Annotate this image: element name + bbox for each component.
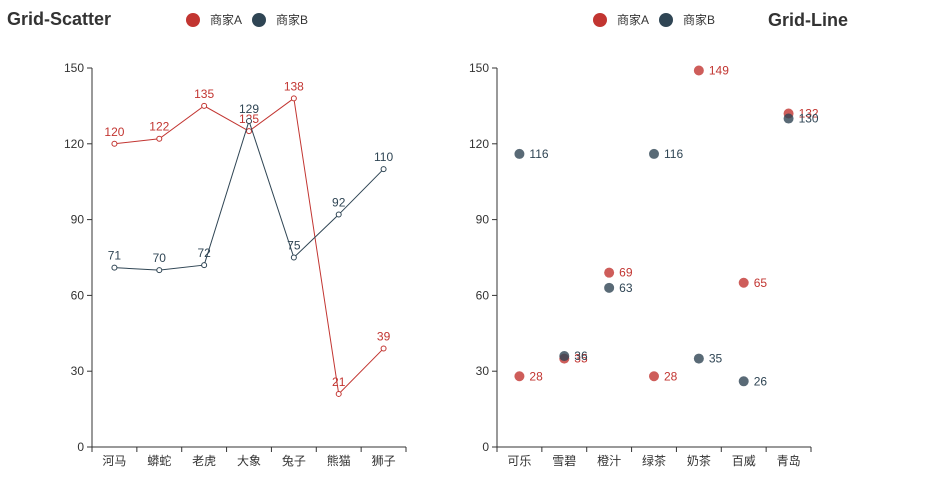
y-tick-label: 120 bbox=[64, 137, 84, 151]
y-tick-label: 30 bbox=[71, 364, 85, 378]
legend-label: 商家A bbox=[617, 13, 650, 27]
data-label: 122 bbox=[149, 120, 169, 134]
legend-dot-icon bbox=[186, 12, 200, 27]
data-point[interactable] bbox=[111, 264, 118, 271]
x-tick-label: 大象 bbox=[237, 454, 261, 468]
scatter-point[interactable] bbox=[649, 371, 659, 382]
data-point[interactable] bbox=[201, 262, 208, 269]
y-tick-label: 60 bbox=[476, 288, 490, 302]
y-tick-label: 0 bbox=[77, 440, 84, 454]
series-line bbox=[114, 97, 384, 396]
data-label: 132 bbox=[799, 106, 819, 120]
x-tick-label: 河马 bbox=[102, 454, 126, 468]
scatter-point[interactable] bbox=[693, 65, 704, 76]
data-point[interactable] bbox=[290, 95, 297, 102]
data-label: 130 bbox=[799, 112, 819, 126]
right-chart-title: Grid-Line bbox=[768, 10, 848, 30]
y-tick-label: 90 bbox=[71, 213, 85, 227]
data-label: 149 bbox=[709, 64, 729, 78]
y-tick-label: 150 bbox=[64, 61, 84, 75]
left-chart-title: Grid-Scatter bbox=[7, 9, 112, 29]
data-label: 35 bbox=[709, 352, 723, 366]
left-legend: 商家A 商家B bbox=[186, 11, 318, 28]
scatter-point[interactable] bbox=[649, 148, 659, 159]
data-label: 26 bbox=[754, 374, 768, 388]
x-tick-label: 绿茶 bbox=[642, 453, 666, 468]
y-tick-label: 30 bbox=[476, 364, 490, 378]
scatter-point[interactable] bbox=[559, 351, 570, 362]
y-tick-label: 60 bbox=[71, 288, 85, 302]
right-legend: 商家A 商家B bbox=[593, 11, 725, 28]
x-tick-label: 熊猫 bbox=[327, 453, 351, 468]
x-tick-label: 百威 bbox=[732, 454, 756, 468]
data-point[interactable] bbox=[335, 211, 342, 218]
data-point[interactable] bbox=[111, 140, 118, 147]
data-label: 116 bbox=[529, 147, 548, 161]
data-point[interactable] bbox=[156, 135, 163, 142]
y-tick-label: 150 bbox=[469, 61, 489, 75]
scatter-point[interactable] bbox=[738, 376, 749, 387]
data-label: 116 bbox=[664, 147, 683, 161]
data-point[interactable] bbox=[246, 128, 252, 135]
data-point[interactable] bbox=[380, 345, 387, 352]
legend-item-merchant-a[interactable]: 商家A bbox=[593, 11, 649, 28]
data-label: 39 bbox=[377, 329, 391, 343]
data-label: 129 bbox=[239, 102, 259, 116]
legend-item-merchant-b[interactable]: 商家B bbox=[659, 11, 715, 28]
data-label: 65 bbox=[754, 276, 768, 290]
data-point[interactable] bbox=[156, 267, 163, 274]
data-label: 70 bbox=[153, 251, 167, 265]
legend-label: 商家B bbox=[276, 13, 309, 27]
data-point[interactable] bbox=[201, 102, 208, 109]
data-label: 138 bbox=[284, 79, 304, 93]
scatter-chart: 0 30 60 90 120 150 可乐 雪碧 橙汁 绿茶 奶茶 百威 青岛 28 35 69 28 149 65… bbox=[469, 61, 819, 468]
x-tick-label: 老虎 bbox=[192, 454, 216, 468]
data-point[interactable] bbox=[380, 166, 387, 173]
data-label: 71 bbox=[108, 249, 122, 263]
x-tick-label: 兔子 bbox=[282, 453, 306, 468]
line-chart: 0306090120150河马蟒蛇老虎大象兔子熊猫狮子1201221351251… bbox=[64, 61, 407, 468]
x-tick-label: 橙汁 bbox=[597, 453, 621, 468]
data-label: 75 bbox=[287, 239, 301, 253]
data-label: 28 bbox=[529, 369, 543, 383]
data-label: 28 bbox=[664, 369, 678, 383]
data-label: 135 bbox=[194, 87, 214, 101]
legend-label: 商家A bbox=[210, 13, 243, 27]
y-tick-label: 120 bbox=[469, 137, 489, 151]
data-label: 69 bbox=[619, 266, 633, 280]
data-point[interactable] bbox=[246, 118, 252, 125]
data-label: 35 bbox=[574, 352, 588, 366]
x-tick-label: 狮子 bbox=[372, 454, 396, 468]
scatter-point[interactable] bbox=[604, 267, 615, 278]
y-tick-label: 0 bbox=[482, 440, 489, 454]
scatter-point[interactable] bbox=[693, 353, 704, 364]
x-tick-label: 可乐 bbox=[507, 454, 531, 468]
x-tick-label: 蟒蛇 bbox=[147, 453, 171, 468]
data-point[interactable] bbox=[290, 254, 297, 261]
data-label: 63 bbox=[619, 281, 633, 295]
data-label: 72 bbox=[197, 246, 211, 260]
legend-dot-icon bbox=[252, 12, 267, 27]
y-tick-label: 90 bbox=[476, 213, 490, 227]
data-label: 21 bbox=[332, 375, 346, 389]
x-tick-label: 奶茶 bbox=[687, 453, 711, 468]
scatter-point[interactable] bbox=[514, 148, 525, 159]
data-label: 92 bbox=[332, 196, 346, 210]
legend-dot-icon bbox=[593, 12, 607, 27]
x-tick-label: 雪碧 bbox=[552, 454, 576, 468]
scatter-point[interactable] bbox=[783, 113, 794, 124]
data-label: 110 bbox=[374, 150, 393, 164]
legend-label: 商家B bbox=[683, 13, 716, 27]
scatter-point[interactable] bbox=[738, 277, 749, 288]
legend-item-merchant-b[interactable]: 商家B bbox=[252, 11, 308, 28]
data-point[interactable] bbox=[335, 390, 342, 397]
legend-dot-icon bbox=[659, 12, 674, 27]
legend-item-merchant-a[interactable]: 商家A bbox=[186, 11, 242, 28]
scatter-point[interactable] bbox=[604, 282, 615, 293]
x-tick-label: 青岛 bbox=[777, 453, 801, 468]
scatter-point[interactable] bbox=[514, 371, 525, 382]
data-label: 120 bbox=[104, 125, 124, 139]
data-label: 36 bbox=[574, 349, 588, 363]
